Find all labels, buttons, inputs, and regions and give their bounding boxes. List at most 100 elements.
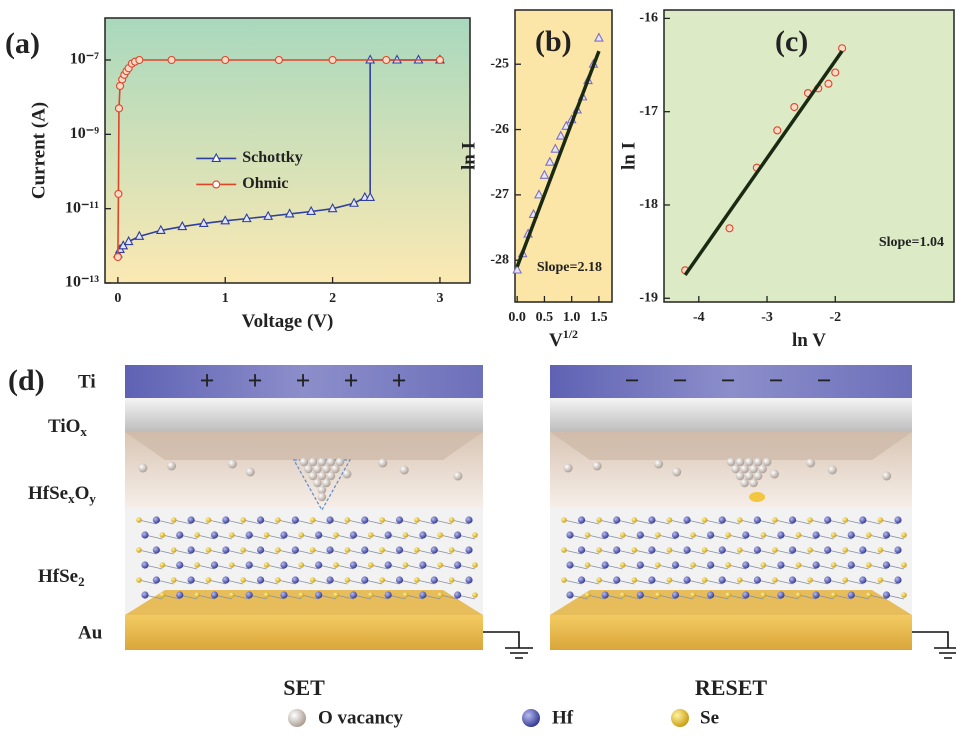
atom xyxy=(807,577,813,583)
layer-label-part: O xyxy=(75,483,90,504)
atom xyxy=(385,591,392,598)
atom xyxy=(188,576,195,583)
o-vacancy xyxy=(770,470,779,479)
chart-panel: (c)-4-3-2-16-17-18-19ln Vln ISlope=1.04 xyxy=(618,10,954,351)
atom xyxy=(620,592,626,598)
atom xyxy=(280,531,287,538)
x-tick-label: 3 xyxy=(436,291,443,306)
data-point xyxy=(115,105,122,112)
atom xyxy=(368,562,374,568)
atom xyxy=(310,577,316,583)
atom xyxy=(345,517,351,523)
atom xyxy=(472,532,478,538)
polarity-sign: + xyxy=(296,366,311,395)
atom xyxy=(754,576,761,583)
atom xyxy=(725,532,731,538)
y-tick-label: -17 xyxy=(639,104,658,119)
atom xyxy=(333,592,339,598)
atom xyxy=(596,517,602,523)
atom xyxy=(737,517,743,523)
atom xyxy=(777,591,784,598)
atom xyxy=(350,531,357,538)
atom xyxy=(454,531,461,538)
x-axis-label-part: V xyxy=(549,330,563,351)
device-caption: RESET xyxy=(695,675,767,700)
atom xyxy=(690,592,696,598)
atom xyxy=(326,516,333,523)
layer-tiox xyxy=(550,398,912,432)
atom xyxy=(206,577,212,583)
atom xyxy=(566,531,573,538)
atom xyxy=(585,532,591,538)
data-point xyxy=(329,57,336,64)
atom xyxy=(188,516,195,523)
panel-label: (d) xyxy=(8,364,45,397)
atom xyxy=(561,517,567,523)
atom xyxy=(831,562,837,568)
atom xyxy=(655,592,661,598)
page: {"chart_data": [ {"type": "line", "panel… xyxy=(0,0,956,738)
atom xyxy=(345,547,351,553)
atom xyxy=(824,546,831,553)
atom xyxy=(472,592,478,598)
atom xyxy=(229,562,235,568)
o-vacancy xyxy=(138,464,147,473)
atom xyxy=(761,592,767,598)
atom xyxy=(240,517,246,523)
o-vacancy xyxy=(400,466,409,475)
atom xyxy=(153,546,160,553)
atom xyxy=(454,591,461,598)
atom xyxy=(299,592,305,598)
y-tick-label: 10⁻⁷ xyxy=(70,51,99,68)
atom xyxy=(667,577,673,583)
o-vacancy xyxy=(749,479,758,488)
atom xyxy=(672,561,679,568)
atom xyxy=(396,516,403,523)
atom xyxy=(176,531,183,538)
o-vacancy xyxy=(453,472,462,481)
atom xyxy=(171,517,177,523)
x-axis-label-sup: 1/2 xyxy=(563,327,578,341)
atom xyxy=(878,577,884,583)
atom xyxy=(431,516,438,523)
y-tick-label: 10⁻¹³ xyxy=(65,274,99,291)
atom xyxy=(222,516,229,523)
atom xyxy=(431,546,438,553)
x-tick-label: 1.0 xyxy=(563,310,581,325)
legend-swatch xyxy=(522,709,540,727)
x-tick-label: -2 xyxy=(829,310,841,325)
atom xyxy=(725,562,731,568)
atom xyxy=(613,546,620,553)
atom xyxy=(385,561,392,568)
atom xyxy=(160,532,166,538)
atom xyxy=(385,531,392,538)
atom xyxy=(264,532,270,538)
atom xyxy=(292,546,299,553)
atom xyxy=(176,591,183,598)
atom xyxy=(824,576,831,583)
atom xyxy=(240,547,246,553)
atom xyxy=(345,577,351,583)
atom xyxy=(229,532,235,538)
data-point xyxy=(115,190,122,197)
atom xyxy=(883,531,890,538)
atom xyxy=(194,532,200,538)
atom xyxy=(246,561,253,568)
y-tick-label: 10⁻⁹ xyxy=(70,125,99,142)
atom xyxy=(690,532,696,538)
data-point xyxy=(726,225,733,232)
atom xyxy=(831,592,837,598)
atom xyxy=(246,591,253,598)
atom xyxy=(585,562,591,568)
o-vacancy xyxy=(654,460,663,469)
atom xyxy=(292,516,299,523)
atom xyxy=(160,562,166,568)
atom xyxy=(578,576,585,583)
layer-label: HfSexOy xyxy=(28,483,96,506)
atom xyxy=(561,577,567,583)
panel-label: (c) xyxy=(775,25,808,58)
atom xyxy=(561,547,567,553)
layer-label-sub: 2 xyxy=(78,574,85,589)
atom xyxy=(419,561,426,568)
atom xyxy=(777,561,784,568)
